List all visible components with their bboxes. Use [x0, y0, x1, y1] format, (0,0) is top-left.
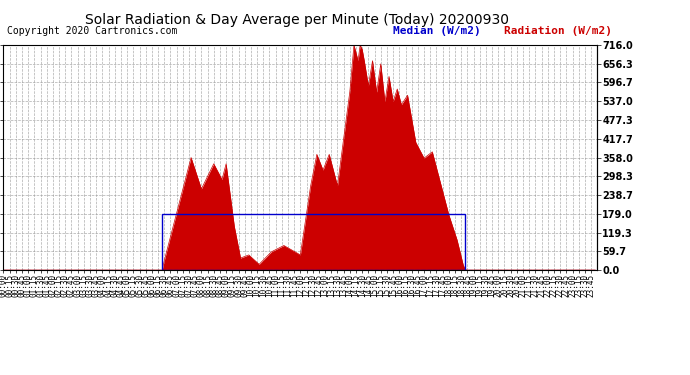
- Bar: [162, 214, 465, 270]
- Text: Solar Radiation & Day Average per Minute (Today) 20200930: Solar Radiation & Day Average per Minute…: [85, 13, 509, 27]
- Text: Copyright 2020 Cartronics.com: Copyright 2020 Cartronics.com: [7, 26, 177, 36]
- Text: Median (W/m2): Median (W/m2): [393, 26, 481, 36]
- Text: Radiation (W/m2): Radiation (W/m2): [504, 26, 612, 36]
